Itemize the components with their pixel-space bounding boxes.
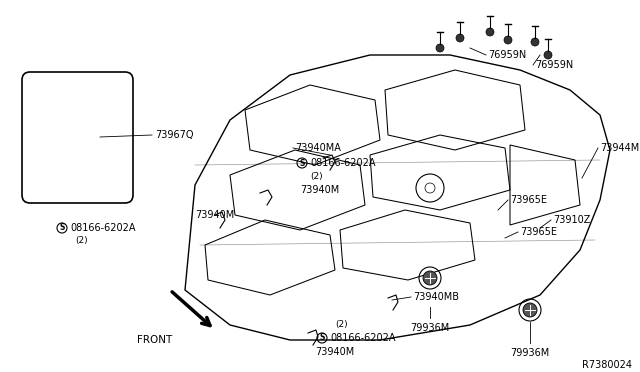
Circle shape [436, 44, 444, 52]
Text: 73967Q: 73967Q [155, 130, 193, 140]
Text: 73940MB: 73940MB [413, 292, 459, 302]
Text: 73965E: 73965E [520, 227, 557, 237]
Text: 73910Z: 73910Z [553, 215, 590, 225]
Text: 73965E: 73965E [510, 195, 547, 205]
Text: 76959N: 76959N [535, 60, 573, 70]
Text: (2): (2) [310, 171, 323, 180]
Text: S: S [300, 158, 305, 167]
Text: 73940M: 73940M [300, 185, 339, 195]
Circle shape [456, 34, 464, 42]
Text: FRONT: FRONT [138, 335, 173, 345]
Circle shape [531, 38, 539, 46]
Circle shape [544, 51, 552, 59]
Text: 79936M: 79936M [410, 323, 450, 333]
Text: R7380024: R7380024 [582, 360, 632, 370]
Circle shape [523, 303, 537, 317]
Text: 73944M: 73944M [600, 143, 639, 153]
Text: (2): (2) [75, 235, 88, 244]
Text: 08166-6202A: 08166-6202A [310, 158, 376, 168]
Text: 73940M: 73940M [195, 210, 234, 220]
Circle shape [423, 271, 437, 285]
Text: S: S [319, 334, 324, 343]
Circle shape [486, 28, 494, 36]
Text: (2): (2) [335, 321, 348, 330]
Text: 08166-6202A: 08166-6202A [330, 333, 396, 343]
Text: 76959N: 76959N [488, 50, 526, 60]
Circle shape [504, 36, 512, 44]
Text: 73940MA: 73940MA [295, 143, 341, 153]
Text: 73940M: 73940M [315, 347, 355, 357]
Text: 08166-6202A: 08166-6202A [70, 223, 136, 233]
Text: 79936M: 79936M [510, 348, 550, 358]
Text: S: S [60, 224, 65, 232]
